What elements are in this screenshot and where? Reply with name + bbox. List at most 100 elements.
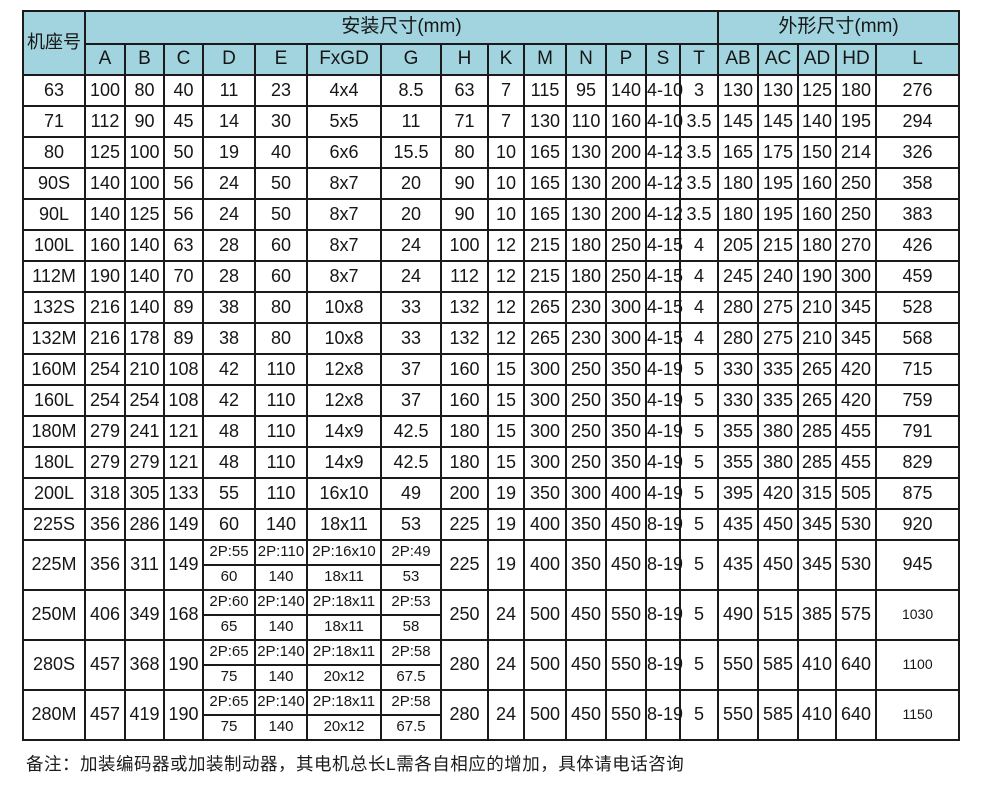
cell: 350 — [565, 508, 607, 541]
cell-2p-bottom: 140 — [254, 614, 308, 641]
cell: 165 — [523, 136, 567, 169]
cell: 149 — [163, 508, 204, 541]
cell: 130 — [565, 198, 607, 231]
cell: 875 — [875, 477, 961, 510]
cell: 60 — [254, 229, 308, 262]
cell: 8x7 — [306, 229, 382, 262]
cell-2p-top: 2P:58 — [380, 639, 442, 666]
cell: 19 — [487, 477, 525, 510]
cell: 8x7 — [306, 198, 382, 231]
cell: 60 — [254, 260, 308, 293]
cell: 133 — [163, 477, 204, 510]
cell-2p-bottom: 20x12 — [306, 664, 382, 691]
cell: 145 — [757, 105, 800, 138]
cell: 140 — [254, 508, 308, 541]
cell: 24 — [202, 167, 256, 200]
cell: 55 — [202, 477, 256, 510]
cell: 165 — [717, 136, 760, 169]
cell: 214 — [835, 136, 878, 169]
cell: 5 — [678, 589, 720, 641]
cell: 300 — [523, 415, 567, 448]
cell: 100 — [440, 229, 489, 262]
cell: 450 — [565, 689, 607, 741]
cell: 300 — [605, 322, 647, 355]
cell: 225 — [440, 539, 489, 591]
cell: 140 — [124, 291, 165, 324]
cell: 4 — [678, 229, 720, 262]
cell: 100 — [124, 167, 165, 200]
cell: 4-19 — [645, 415, 683, 448]
cell: 368 — [124, 639, 165, 691]
cell: 121 — [163, 415, 204, 448]
cell: 349 — [124, 589, 165, 641]
cell-2p-top: 2P:58 — [380, 689, 442, 716]
cell: 305 — [124, 477, 165, 510]
cell: 110 — [254, 384, 308, 417]
cell: 5 — [678, 639, 720, 691]
cell: 358 — [875, 167, 961, 200]
cell: 4-19 — [645, 477, 683, 510]
cell: 24 — [487, 589, 525, 641]
cell: 50 — [254, 198, 308, 231]
cell: 250 — [565, 353, 607, 386]
cell: 240 — [757, 260, 800, 293]
cell: 420 — [835, 384, 878, 417]
cell: 40 — [254, 136, 308, 169]
cell: 400 — [523, 539, 567, 591]
cell: 180 — [565, 260, 607, 293]
cell: 311 — [124, 539, 165, 591]
cell: 95 — [565, 74, 607, 107]
cell: 920 — [875, 508, 961, 541]
cell: 435 — [717, 508, 760, 541]
cell: 8-19 — [645, 508, 683, 541]
cell: 24 — [487, 639, 525, 691]
cell: 80 — [440, 136, 489, 169]
cell: 326 — [875, 136, 961, 169]
cell-2p-top: 2P:18x11 — [306, 689, 382, 716]
cell: 356 — [84, 539, 126, 591]
cell: 110 — [254, 446, 308, 479]
cell: 140 — [797, 105, 838, 138]
cell: 275 — [757, 291, 800, 324]
cell: 230 — [565, 322, 607, 355]
cell: 300 — [523, 353, 567, 386]
cell: 180 — [440, 415, 489, 448]
cell-2p-bottom: 20x12 — [306, 714, 382, 741]
cell: 200 — [440, 477, 489, 510]
cell: 550 — [717, 639, 760, 691]
cell: 49 — [380, 477, 442, 510]
cell: 180 — [717, 167, 760, 200]
cell: 50 — [254, 167, 308, 200]
cell: 300 — [565, 477, 607, 510]
cell-2p-bottom: 75 — [202, 664, 256, 691]
header-group-mounting-dimensions: 安装尺寸(mm) — [83, 10, 720, 45]
cell: 10x8 — [306, 322, 382, 355]
cell: 180 — [835, 74, 878, 107]
cell: 216 — [84, 291, 126, 324]
cell: 71 — [440, 105, 489, 138]
cell: 37 — [380, 384, 442, 417]
cell: 5 — [678, 689, 720, 741]
cell: 150 — [797, 136, 838, 169]
cell: 250 — [605, 229, 647, 262]
cell: 279 — [124, 446, 165, 479]
header-group-row: 机座号 安装尺寸(mm) 外形尺寸(mm) — [22, 10, 961, 76]
cell: 315 — [797, 477, 838, 510]
cell-frame: 112M — [22, 260, 86, 293]
cell-frame: 280S — [22, 639, 86, 691]
cell: 280 — [717, 291, 760, 324]
cell: 20 — [380, 167, 442, 200]
header-group-outline-dimensions: 外形尺寸(mm) — [717, 10, 961, 45]
cell: 345 — [835, 322, 878, 355]
cell: 345 — [797, 508, 838, 541]
cell: 14 — [202, 105, 256, 138]
cell: 215 — [523, 229, 567, 262]
cell: 285 — [797, 415, 838, 448]
column-header-ad: AD — [797, 43, 838, 76]
cell: 1030 — [875, 589, 961, 641]
cell: 195 — [757, 198, 800, 231]
cell: 15.5 — [380, 136, 442, 169]
cell-frame: 180M — [22, 415, 86, 448]
cell: 125 — [84, 136, 126, 169]
column-header-hd: HD — [835, 43, 878, 76]
